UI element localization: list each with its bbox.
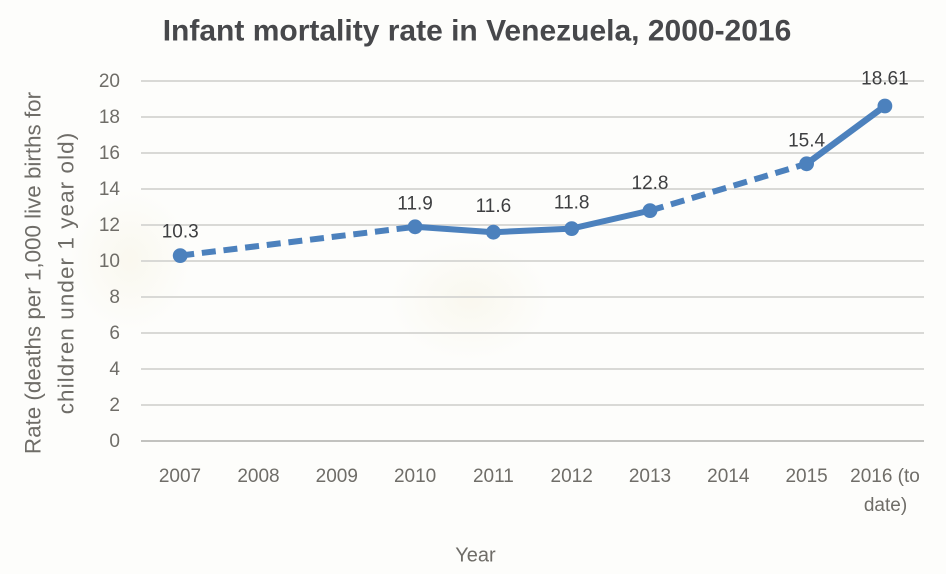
svg-text:Rate (deaths per 1,000 live bi: Rate (deaths per 1,000 live births for bbox=[21, 91, 46, 454]
svg-text:2012: 2012 bbox=[551, 466, 593, 487]
svg-text:2009: 2009 bbox=[316, 466, 358, 487]
svg-text:2016 (to: 2016 (to bbox=[850, 466, 920, 487]
svg-text:2010: 2010 bbox=[394, 466, 436, 487]
svg-text:10.3: 10.3 bbox=[162, 222, 199, 243]
svg-text:15.4: 15.4 bbox=[788, 131, 825, 152]
svg-text:6: 6 bbox=[109, 323, 120, 344]
svg-text:Infant mortality rate in Venez: Infant mortality rate in Venezuela, 2000… bbox=[163, 15, 792, 48]
svg-text:2015: 2015 bbox=[785, 466, 827, 487]
svg-text:10: 10 bbox=[99, 251, 120, 272]
svg-text:date): date) bbox=[864, 495, 907, 516]
svg-text:children under 1 year old): children under 1 year old) bbox=[54, 132, 79, 415]
svg-text:2007: 2007 bbox=[159, 466, 201, 487]
svg-text:12: 12 bbox=[99, 215, 120, 236]
svg-text:14: 14 bbox=[99, 179, 121, 200]
svg-text:11.9: 11.9 bbox=[397, 194, 433, 215]
svg-text:2: 2 bbox=[109, 395, 120, 416]
svg-text:4: 4 bbox=[109, 359, 120, 380]
svg-text:18.61: 18.61 bbox=[861, 69, 909, 90]
svg-text:8: 8 bbox=[109, 287, 120, 308]
svg-text:20: 20 bbox=[99, 71, 120, 92]
svg-text:2011: 2011 bbox=[473, 466, 514, 487]
svg-text:16: 16 bbox=[99, 143, 120, 164]
svg-text:18: 18 bbox=[99, 107, 120, 128]
svg-text:11.6: 11.6 bbox=[476, 196, 512, 217]
svg-text:0: 0 bbox=[109, 431, 120, 452]
svg-text:2014: 2014 bbox=[707, 466, 750, 487]
svg-text:2013: 2013 bbox=[629, 466, 671, 487]
svg-text:11.8: 11.8 bbox=[554, 193, 590, 214]
svg-text:Year: Year bbox=[455, 545, 496, 567]
svg-text:12.8: 12.8 bbox=[632, 173, 669, 194]
svg-text:2008: 2008 bbox=[237, 466, 279, 487]
